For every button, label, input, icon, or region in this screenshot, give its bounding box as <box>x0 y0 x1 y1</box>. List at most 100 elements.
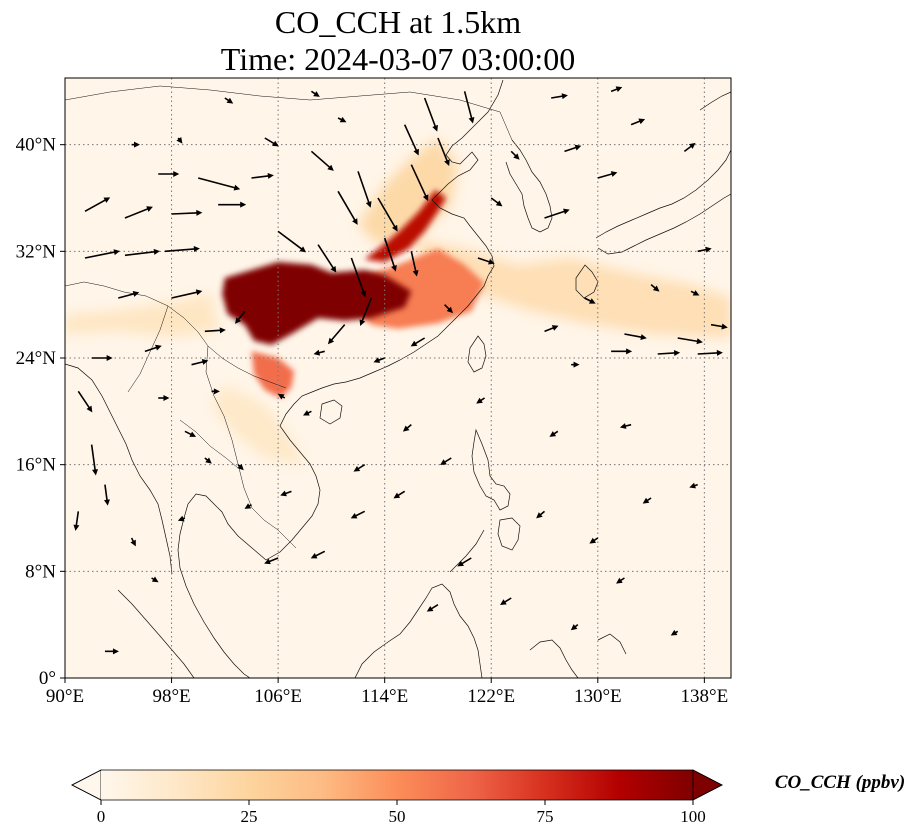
wind-arrow <box>171 289 203 299</box>
x-tick-label: 122°E <box>467 686 515 707</box>
wind-arrow <box>373 357 385 363</box>
wind-arrow <box>144 344 162 353</box>
wind-arrow <box>84 197 111 213</box>
concentration-region-westward-tongue <box>65 294 219 337</box>
china-coastline <box>265 79 504 561</box>
wind-arrow <box>437 137 450 166</box>
wind-arrow <box>549 430 559 437</box>
wind-arrow <box>130 537 136 547</box>
wind-arrow <box>251 172 274 179</box>
wind-arrow <box>264 137 279 147</box>
wind-arrow <box>477 257 495 265</box>
wind-arrow <box>490 197 503 207</box>
wind-arrow <box>689 482 698 489</box>
wind-arrow <box>500 597 512 605</box>
wind-arrow <box>377 197 398 232</box>
wind-arrow <box>410 164 429 202</box>
wind-arrow <box>191 359 209 366</box>
wind-arrow <box>77 390 93 413</box>
wind-arrow <box>103 484 110 506</box>
wind-arrow <box>551 93 568 100</box>
colorbar-max-extend-arrow <box>692 769 723 801</box>
wind-arrow <box>280 490 292 497</box>
wind-arrow <box>393 490 406 499</box>
wind-arrow <box>310 90 320 97</box>
wind-arrow <box>690 290 700 296</box>
map-panel: 90°E 98°E 106°E 114°E 122°E 130°E 138°E 0° 8°N 1… <box>16 77 732 707</box>
wind-arrow <box>303 410 312 416</box>
colorbar-tick-label: 75 <box>537 807 554 826</box>
map-title-line1: CO_CCH at 1.5km <box>275 4 521 40</box>
colorbar-tick-label: 25 <box>241 807 258 826</box>
x-tick-label: 114°E <box>361 686 408 707</box>
concentration-region-sichuan-central-plume <box>222 262 412 345</box>
wind-arrow <box>359 297 373 326</box>
x-tick-label: 130°E <box>574 686 622 707</box>
wind-arrow <box>124 206 153 219</box>
country-borders <box>65 85 513 549</box>
colorbar: 0 25 50 75 100 CO_CCH (ppbv) <box>71 769 905 826</box>
wind-arrow <box>584 297 596 304</box>
wind-arrow <box>697 246 712 253</box>
y-tick-label: 24°N <box>16 348 57 369</box>
wind-arrow <box>624 333 647 341</box>
wind-arrow <box>218 201 247 208</box>
wind-arrow <box>410 337 426 347</box>
wind-arrow <box>564 144 582 153</box>
indochina-coastline <box>177 493 267 678</box>
concentration-region-north-china-band <box>364 190 446 262</box>
wind-arrow <box>131 141 140 148</box>
x-axis-ticks: 90°E 98°E 106°E 114°E 122°E 130°E 138°E <box>46 678 728 707</box>
wind-arrow <box>383 237 397 272</box>
wind-arrow <box>277 230 307 253</box>
colorbar-label: CO_CCH (ppbv) <box>775 772 905 793</box>
y-tick-label: 40°N <box>16 135 57 156</box>
wind-arrow <box>444 304 454 314</box>
taiwan-coastline <box>467 335 487 373</box>
wind-arrow <box>642 497 652 504</box>
wind-arrow <box>118 291 140 299</box>
wind-arrow <box>327 324 346 345</box>
japan-coastline <box>575 91 731 299</box>
philippines-coastline <box>449 428 521 573</box>
wind-arrow <box>158 395 170 401</box>
wind-arrow <box>440 457 452 465</box>
colorbar-tick-label: 50 <box>389 807 406 826</box>
wind-arrow <box>683 142 696 152</box>
map-background <box>65 78 731 678</box>
wind-arrow <box>350 257 367 298</box>
wind-arrow <box>277 393 286 400</box>
wind-vectors <box>73 86 728 655</box>
wind-arrow <box>184 430 197 437</box>
colorbar-gradient <box>101 770 693 800</box>
wind-arrow <box>670 629 679 636</box>
wind-arrow <box>403 124 419 156</box>
sulawesi-coastline <box>529 633 627 678</box>
map-title-line2: Time: 2024-03-07 03:00:00 <box>221 41 575 77</box>
korea-coastline <box>505 139 553 233</box>
colorbar-tick-label: 0 <box>97 807 106 826</box>
wind-arrow <box>710 323 728 330</box>
wind-arrow <box>589 537 599 544</box>
wind-arrow <box>570 624 579 631</box>
wind-arrow <box>164 246 200 253</box>
sumatra-coastline <box>117 589 195 678</box>
wind-arrow <box>616 577 625 584</box>
bay-of-bengal-coastline <box>65 363 173 575</box>
colorbar-tick-label: 100 <box>680 807 706 826</box>
wind-arrow <box>463 91 475 124</box>
wind-arrow <box>476 397 486 404</box>
wind-arrow <box>204 457 212 464</box>
x-tick-label: 138°E <box>681 686 729 707</box>
wind-arrow <box>237 463 244 471</box>
x-tick-label: 106°E <box>254 686 302 707</box>
wind-arrow <box>697 349 723 356</box>
wind-arrow <box>104 648 119 655</box>
wind-arrow <box>536 510 546 519</box>
wind-arrow <box>544 208 570 219</box>
wind-arrow <box>630 118 646 126</box>
y-tick-label: 16°N <box>16 455 57 476</box>
wind-arrow <box>211 388 220 395</box>
concentration-region-guangxi-tongkin-plume <box>251 351 295 398</box>
